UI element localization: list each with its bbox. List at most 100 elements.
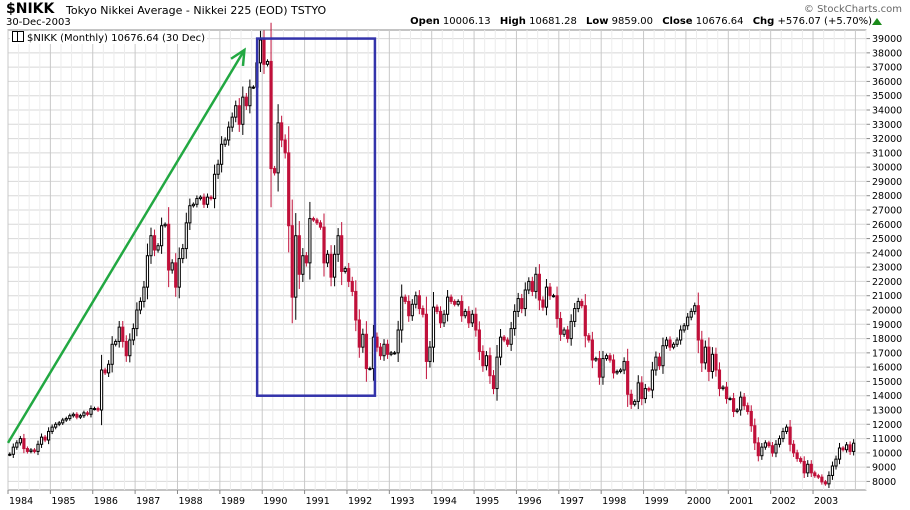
candle-body [195, 198, 199, 205]
candle-body [633, 400, 637, 405]
candle-body [534, 273, 538, 292]
candle-body [220, 143, 224, 165]
candle [350, 276, 354, 297]
candle [237, 98, 241, 132]
candle [156, 243, 160, 253]
candle [601, 350, 605, 385]
candle-body [54, 423, 58, 428]
candle-body [290, 225, 294, 298]
candle-body [717, 369, 722, 390]
candle [403, 294, 407, 305]
candle [728, 396, 732, 401]
candle [852, 439, 856, 456]
candle [435, 304, 439, 315]
y-tick-label: 34000 [872, 106, 902, 117]
candle [438, 306, 443, 328]
candle-body [167, 223, 171, 271]
candle [707, 337, 711, 382]
candle [534, 267, 538, 299]
candle [32, 448, 37, 454]
candle-body [61, 419, 65, 424]
candle [159, 217, 164, 254]
candle-body [795, 452, 799, 460]
candle [643, 383, 647, 404]
candle [340, 222, 344, 286]
candle [767, 440, 771, 448]
candle [57, 420, 61, 427]
x-tick-label: 1995 [475, 496, 499, 507]
candle [756, 437, 760, 462]
candle [520, 293, 524, 314]
candle-body [724, 386, 729, 400]
brand-link[interactable]: © StockCharts.com [803, 4, 902, 15]
candle-body [830, 465, 835, 476]
candle [396, 320, 400, 362]
candle-body [449, 296, 453, 302]
candle-body [354, 290, 358, 321]
candle [25, 446, 30, 454]
x-tick-label: 1993 [390, 496, 414, 507]
candle-body [622, 360, 626, 371]
candle [421, 305, 425, 318]
candle-body [555, 295, 559, 320]
candle [679, 325, 683, 345]
candle-body [230, 116, 234, 128]
candle [205, 193, 210, 208]
y-tick-label: 12000 [872, 420, 902, 431]
candle [555, 286, 559, 328]
candle-body [643, 388, 647, 400]
candle-body [138, 300, 143, 311]
candle [39, 433, 44, 448]
candle [770, 442, 775, 457]
candle-body [170, 262, 174, 271]
candle [78, 413, 82, 420]
candle [47, 427, 51, 445]
x-tick-label: 1985 [51, 496, 75, 507]
candle [121, 321, 125, 348]
candle [460, 295, 464, 322]
chart-legend: $NIKK (Monthly) 10676.64 (30 Dec) [10, 31, 208, 44]
candle-body [664, 339, 669, 347]
y-tick-label: 37000 [872, 63, 902, 74]
candle [152, 229, 157, 257]
candle [15, 440, 19, 450]
candle-body [407, 300, 411, 317]
y-tick-label: 22000 [872, 277, 902, 288]
y-tick-label: 30000 [872, 163, 902, 174]
candle [763, 440, 767, 450]
candle [636, 375, 640, 410]
candle [385, 339, 390, 359]
candle-body [92, 408, 97, 411]
candle-body [322, 226, 326, 264]
y-tick-label: 17000 [872, 348, 902, 359]
y-tick-label: 15000 [872, 377, 902, 388]
candle-body [410, 303, 414, 317]
y-tick-label: 33000 [872, 120, 902, 131]
candle [731, 392, 736, 418]
candle-body [414, 295, 418, 305]
candle-body [523, 289, 527, 310]
candle [82, 410, 86, 418]
x-tick-label: 1989 [221, 496, 245, 507]
y-tick-label: 16000 [872, 363, 902, 374]
candle [675, 337, 679, 347]
candle-body [551, 295, 556, 298]
candle-body [792, 443, 796, 454]
x-tick-label: 1994 [433, 496, 457, 507]
candle [834, 455, 838, 470]
candle [753, 418, 757, 450]
candle-body [484, 355, 489, 367]
x-tick-label: 1988 [178, 496, 202, 507]
candle-body [297, 235, 301, 275]
plot-area [7, 29, 867, 491]
candle-body [262, 39, 266, 65]
candle-body [145, 255, 150, 288]
candle [89, 405, 93, 418]
candle [223, 137, 227, 147]
candle [110, 336, 114, 373]
candle-body [756, 442, 760, 457]
candle [107, 360, 111, 377]
candle [241, 86, 245, 135]
candle-body [530, 280, 534, 292]
